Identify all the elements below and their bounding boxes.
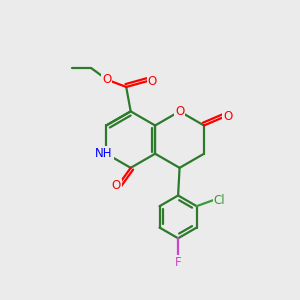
Text: O: O (102, 73, 112, 86)
Text: Cl: Cl (214, 194, 225, 207)
Text: O: O (148, 74, 157, 88)
Text: O: O (112, 179, 121, 193)
Text: NH: NH (95, 147, 112, 160)
Text: O: O (175, 105, 184, 118)
Text: O: O (223, 110, 232, 123)
Text: F: F (175, 256, 181, 268)
